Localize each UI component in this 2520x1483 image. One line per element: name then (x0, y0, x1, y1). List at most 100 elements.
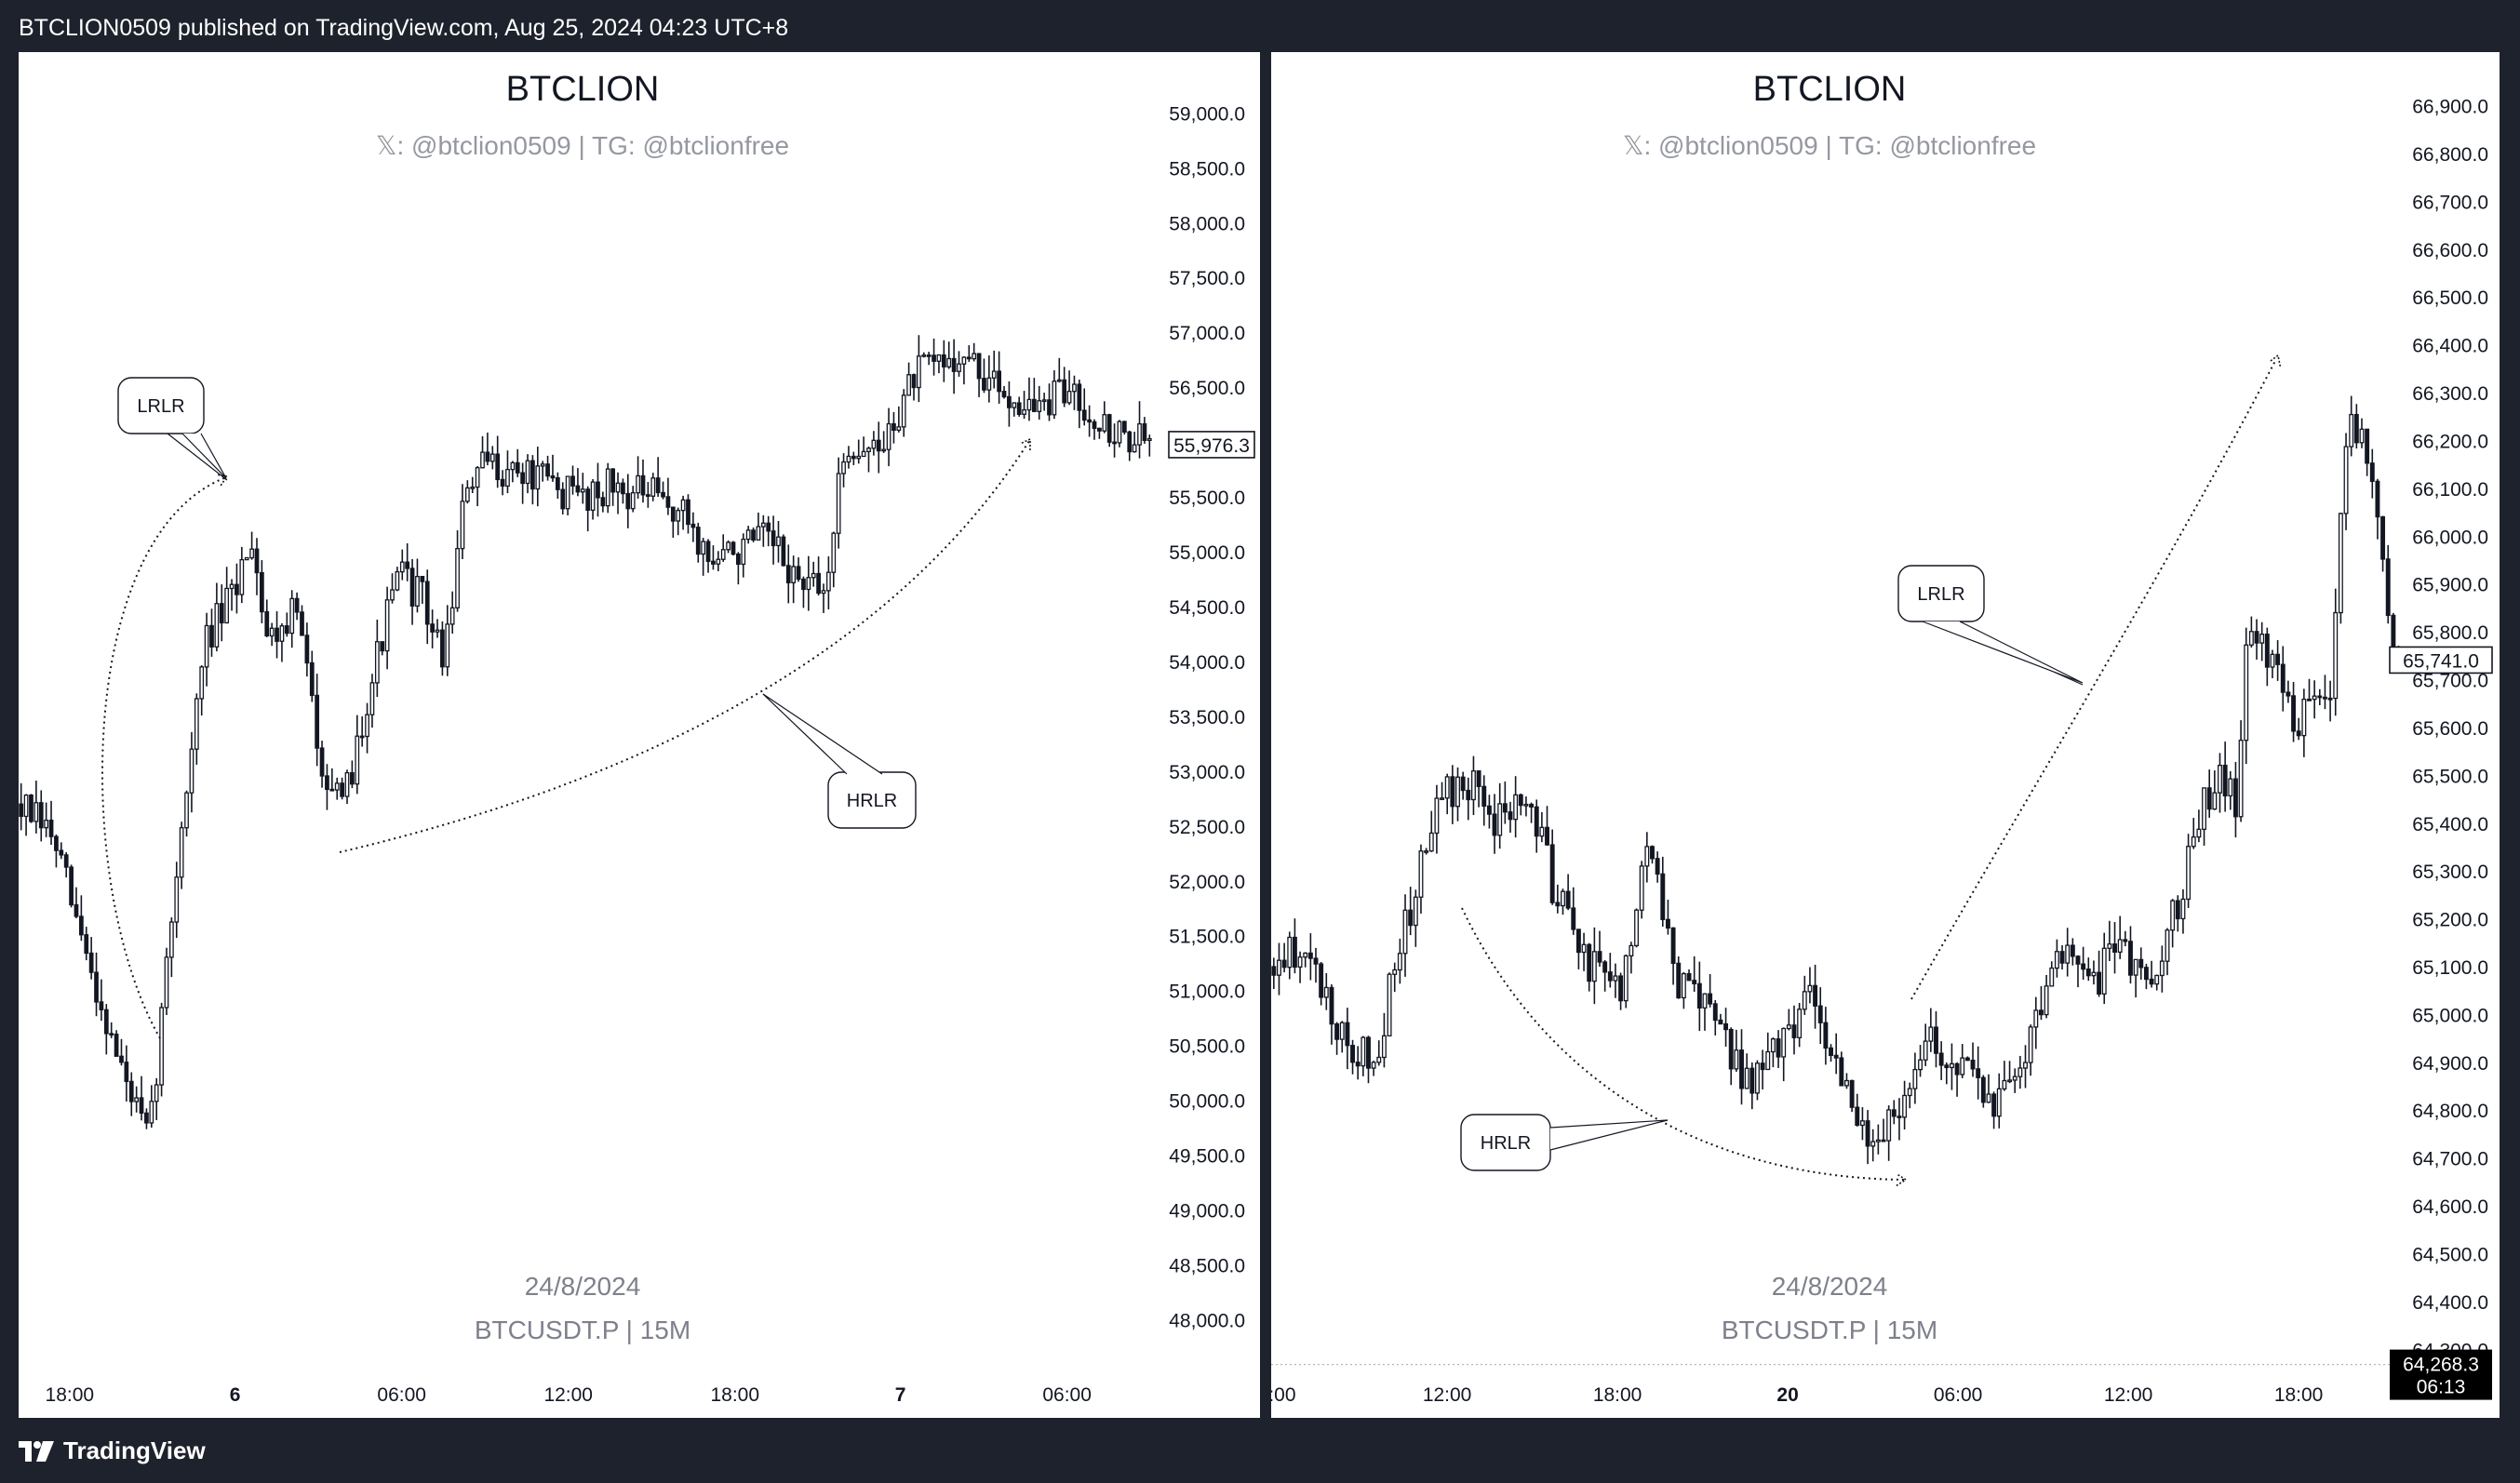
candle-body (1639, 865, 1644, 911)
candle-body (1081, 409, 1087, 421)
candle-body (2317, 695, 2323, 699)
chart-panel-left[interactable]: BTCLION 𝕏: @btclion0509 | TG: @btclionfre… (19, 52, 1260, 1418)
hrlr-arrowhead-right (1896, 1172, 1908, 1187)
candle-body (359, 735, 365, 739)
candle-body (901, 394, 906, 428)
candle-body (69, 866, 74, 906)
candle-body (731, 541, 736, 555)
candle-body (590, 481, 596, 511)
y-tick-label: 65,600.0 (2412, 718, 2488, 740)
candle-body (966, 356, 972, 360)
hrlr-callout-left-tail (762, 693, 883, 775)
candle-body (1518, 794, 1523, 807)
candle-body (1870, 1141, 1876, 1147)
candle-body (1749, 1067, 1755, 1094)
candle-body (2186, 846, 2192, 901)
candle-body (229, 583, 235, 590)
candle-body (329, 788, 335, 792)
candle-body (1355, 1062, 1361, 1067)
candle-body (235, 583, 239, 595)
candle-body (2222, 764, 2228, 797)
hrlr-curve-left (339, 440, 1030, 853)
footer-bar: TradingView (0, 1418, 2520, 1483)
candle-body (2327, 697, 2333, 701)
candle-body (1928, 1026, 1934, 1042)
y-tick-label: 58,500.0 (1169, 158, 1245, 180)
candle-body (1686, 972, 1692, 982)
candle-body (2343, 446, 2349, 514)
candle-body (1744, 1067, 1749, 1089)
candle-body (1817, 1005, 1823, 1023)
candle-body (99, 1001, 104, 1010)
candle-body (650, 477, 656, 497)
candle-body (134, 1097, 140, 1102)
y-tick-label: 66,400.0 (2412, 336, 2488, 357)
candle-body (525, 460, 530, 485)
tradingview-brand[interactable]: TradingView (19, 1436, 206, 1465)
candle-body (661, 491, 665, 498)
candle-body (1964, 1057, 1970, 1062)
candle-body (1329, 986, 1334, 1025)
publisher-line: BTCLION0509 published on TradingView.com… (19, 15, 789, 41)
candle-body (2038, 1009, 2044, 1016)
candle-body (374, 641, 380, 684)
candle-body (1712, 1003, 1718, 1022)
chart-left[interactable]: BTCLION 𝕏: @btclion0509 | TG: @btclionfre… (19, 52, 1260, 1418)
candle-body (1555, 902, 1561, 907)
y-tick-label: 51,000.0 (1169, 982, 1245, 1003)
candle-body (29, 795, 34, 822)
candle-body (986, 377, 992, 391)
candle-body (1087, 419, 1092, 423)
candle-body (1142, 422, 1147, 441)
candle-body (851, 455, 856, 460)
candle-body (1907, 1088, 1912, 1097)
candle-body (344, 771, 350, 797)
candle-body (871, 439, 877, 449)
candle-body (896, 426, 902, 432)
candle-body (645, 494, 650, 497)
candle-body (84, 934, 89, 955)
candle-body (2054, 951, 2059, 969)
candle-body (605, 468, 610, 507)
candle-body (1470, 770, 1476, 801)
candle-body (1591, 951, 1597, 982)
candle-body (1408, 909, 1414, 927)
candle-body (214, 603, 220, 648)
candle-body (545, 463, 550, 477)
candle-body (846, 455, 851, 463)
chart-title: BTCLION (506, 70, 660, 109)
chart-panel-right[interactable]: BTCLION 𝕏: @btclion0509 | TG: @btclionfre… (1271, 52, 2500, 1418)
candle-body (976, 353, 982, 380)
candle-body (365, 714, 369, 738)
candle-body (596, 481, 600, 499)
candle-body (1418, 850, 1424, 898)
chart-right[interactable]: BTCLION 𝕏: @btclion0509 | TG: @btclionfre… (1271, 52, 2500, 1418)
candle-body (315, 694, 320, 749)
candle-body (680, 499, 686, 512)
candle-body (1823, 1022, 1829, 1049)
y-tick-label: 50,500.0 (1169, 1036, 1245, 1058)
candle-body (2170, 900, 2176, 931)
candle-body (23, 795, 29, 818)
candle-body (1481, 785, 1487, 808)
candle-body (1366, 1036, 1371, 1069)
candle-body (640, 474, 646, 496)
candle-body (1918, 1059, 1924, 1071)
x-tick-label: 18:00 (46, 1384, 95, 1406)
candle-body (1381, 1035, 1387, 1059)
candle-body (34, 802, 39, 822)
candle-body (936, 354, 942, 362)
candle-body (1791, 1024, 1797, 1038)
candle-body (204, 624, 209, 668)
candle-body (2159, 960, 2165, 977)
candle-body (2091, 971, 2097, 977)
candle-body (821, 590, 826, 595)
last-price-label: 65,741.0 (2403, 650, 2479, 672)
x-tick-label: 06:00 (377, 1384, 426, 1406)
candle-body (530, 460, 535, 490)
candle-body (1281, 959, 1287, 969)
candle-body (1502, 803, 1508, 813)
candle-body (395, 570, 400, 591)
candle-body (2101, 947, 2107, 995)
candle-body (1466, 789, 1471, 801)
